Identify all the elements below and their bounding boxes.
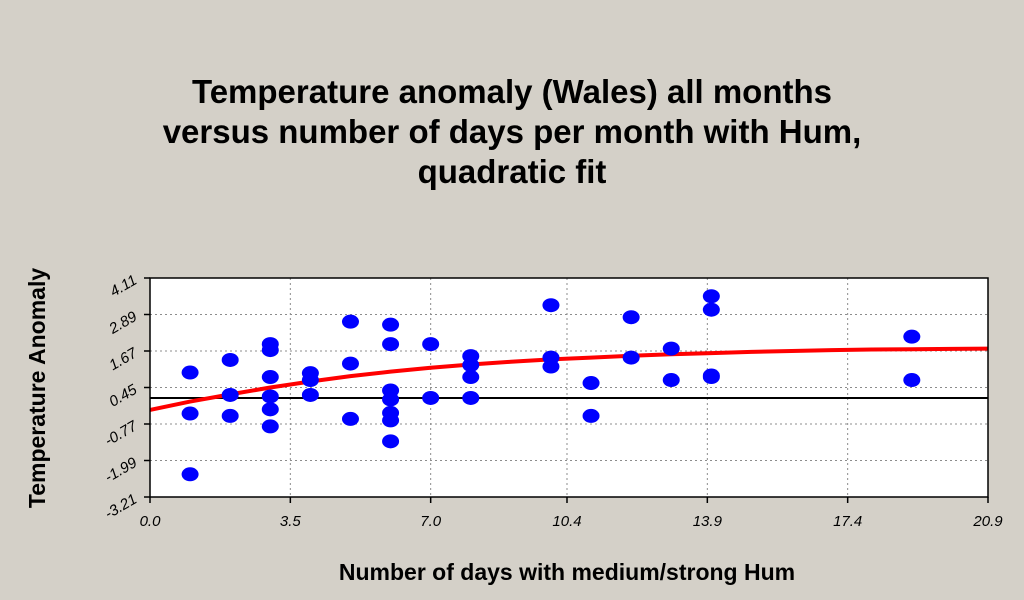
data-point xyxy=(542,359,560,374)
data-point xyxy=(261,419,279,434)
x-tick-label: 0.0 xyxy=(140,513,162,530)
y-tick-label: 1.67 xyxy=(106,344,140,374)
data-point xyxy=(462,370,480,385)
y-tick-label: -3.21 xyxy=(102,491,140,523)
data-point xyxy=(181,406,199,421)
data-point xyxy=(181,467,199,482)
data-point xyxy=(341,356,359,371)
chart-title: Temperature anomaly (Wales) all months v… xyxy=(0,72,1024,192)
y-tick-label: -0.77 xyxy=(102,417,141,449)
data-point xyxy=(422,337,440,352)
x-tick-label: 10.4 xyxy=(552,513,581,530)
quadratic-fit-line xyxy=(149,346,989,412)
data-point xyxy=(662,341,680,356)
data-point xyxy=(221,408,239,423)
data-point xyxy=(382,434,400,449)
y-tick-label: 2.89 xyxy=(105,308,140,338)
data-point xyxy=(542,298,560,313)
data-point xyxy=(382,337,400,352)
y-tick-label: -1.99 xyxy=(102,454,141,486)
data-point xyxy=(903,329,921,344)
data-point xyxy=(662,373,680,388)
data-point xyxy=(622,310,640,325)
data-point xyxy=(582,408,600,423)
chart-title-line-3: quadratic fit xyxy=(417,153,607,190)
x-tick-label: 13.9 xyxy=(693,513,723,530)
data-point xyxy=(181,365,199,380)
data-point xyxy=(903,373,921,388)
data-point xyxy=(301,373,319,388)
data-point xyxy=(261,389,279,404)
x-axis-label: Number of days with medium/strong Hum xyxy=(339,559,795,585)
data-point xyxy=(422,390,440,405)
data-point xyxy=(382,413,400,428)
data-point xyxy=(582,376,600,391)
data-point xyxy=(622,350,640,365)
data-point xyxy=(261,343,279,358)
data-point xyxy=(341,314,359,329)
data-point xyxy=(702,370,720,385)
y-axis-label: Temperature Anomaly xyxy=(24,268,50,508)
data-point xyxy=(221,387,239,402)
data-point xyxy=(382,392,400,407)
data-point xyxy=(261,402,279,417)
axes xyxy=(144,277,989,503)
chart-title-line-1: Temperature anomaly (Wales) all months xyxy=(192,73,832,110)
y-tick-label: 0.45 xyxy=(106,381,140,411)
data-points xyxy=(181,289,921,482)
data-point xyxy=(702,302,720,317)
x-tick-label: 7.0 xyxy=(420,513,442,530)
data-point xyxy=(341,411,359,426)
data-point xyxy=(462,390,480,405)
data-point xyxy=(221,352,239,367)
data-point xyxy=(301,387,319,402)
x-tick-label: 3.5 xyxy=(280,513,302,530)
x-tick-label: 17.4 xyxy=(833,513,862,530)
data-point xyxy=(382,317,400,332)
x-tick-label: 20.9 xyxy=(972,513,1003,530)
data-point xyxy=(702,289,720,304)
data-point xyxy=(261,370,279,385)
chart-title-line-2: versus number of days per month with Hum… xyxy=(162,113,862,150)
data-point xyxy=(462,358,480,373)
y-tick-label: 4.11 xyxy=(107,272,140,301)
plot-area xyxy=(150,278,988,497)
